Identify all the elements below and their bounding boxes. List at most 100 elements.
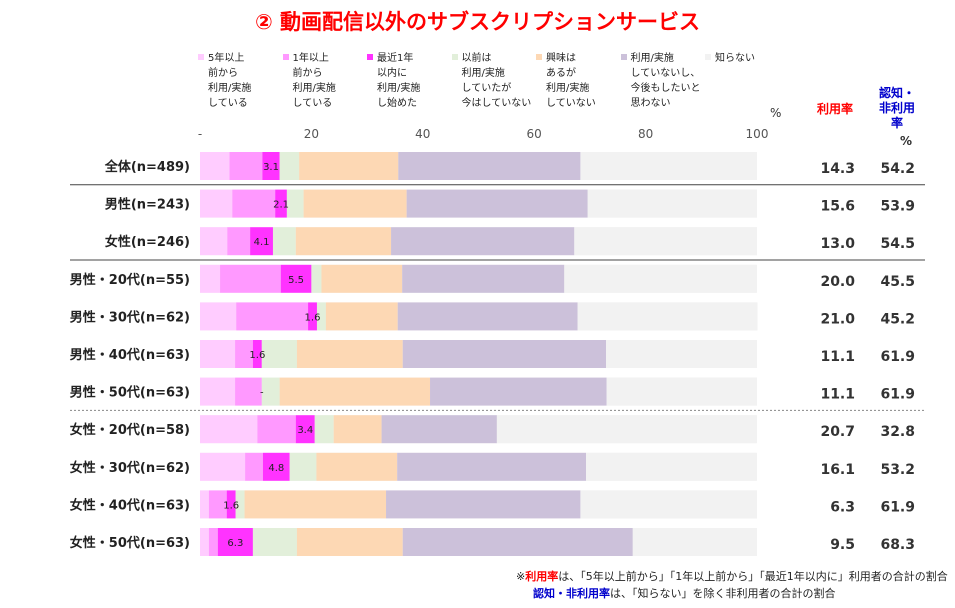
bar-segment	[397, 302, 578, 331]
category-label: 男性・20代(n=55)	[70, 272, 190, 288]
bar-segment	[200, 377, 236, 406]
legend-swatch	[451, 54, 458, 60]
bar-segment	[244, 490, 387, 519]
aware-rate-value: 54.2	[880, 161, 915, 177]
bar-data-label: 2.1	[273, 200, 289, 211]
bar-segment	[200, 152, 230, 180]
category-label: 男性(n=243)	[105, 197, 190, 213]
bar-segment	[252, 340, 262, 368]
bar-segment	[606, 340, 757, 368]
legend-label: 最近1年 以内に 利用/実施 し始めた	[377, 53, 421, 109]
category-label: 男性・50代(n=63)	[70, 385, 190, 401]
legend-label: 知らない	[715, 53, 755, 64]
bar-segment	[220, 264, 281, 293]
bar-segment	[496, 415, 757, 444]
bar-segment	[200, 490, 209, 519]
bar-segment	[402, 264, 565, 293]
footnote-mark: ※	[516, 570, 526, 583]
use-rate-value: 21.0	[820, 311, 855, 327]
use-rate-value: 15.6	[820, 199, 855, 215]
bar-segment	[316, 302, 326, 331]
footnote-aware-rate-text: は、「知らない」を除く非利用者の合計の割合	[610, 587, 836, 600]
legend-label: 1年以上 前から 利用/実施 している	[292, 53, 336, 109]
aware-rate-value: 45.5	[880, 274, 915, 290]
bar-segment	[296, 528, 403, 556]
category-label: 男性・40代(n=63)	[70, 347, 190, 363]
legend-swatch	[367, 54, 373, 60]
legend-label: 5年以上 前から 利用/実施 している	[208, 53, 252, 109]
bar-segment	[606, 377, 757, 406]
bar-segment	[314, 415, 334, 444]
bar-segment	[236, 302, 309, 331]
bar-segment	[406, 189, 588, 218]
bar-data-label: 5.5	[288, 275, 304, 286]
bar-segment	[200, 452, 246, 481]
bar-segment	[303, 189, 407, 218]
bar-data-label: 1.6	[223, 500, 239, 511]
bar-segment	[316, 452, 398, 481]
bar-segment	[200, 264, 221, 293]
aware-rate-value: 61.9	[880, 387, 915, 403]
legend-swatch	[282, 54, 289, 60]
use-rate-value: 11.1	[820, 349, 855, 365]
use-rate-value: 16.1	[820, 462, 855, 478]
bar-segment	[296, 340, 403, 368]
category-label: 女性・50代(n=63)	[70, 535, 190, 551]
bar-segment	[564, 264, 757, 293]
x-tick-label: -	[198, 127, 202, 141]
category-label: 男性・30代(n=62)	[70, 309, 190, 325]
use-rate-value: 20.0	[820, 274, 855, 290]
bar-segment	[262, 152, 280, 180]
bar-segment	[235, 340, 253, 368]
x-tick-label: 40	[415, 127, 430, 141]
bar-segment	[398, 152, 581, 180]
bar-data-label: -	[260, 388, 264, 399]
aware-rate-value: 53.9	[880, 199, 915, 215]
use-rate-header: 利用率	[816, 102, 853, 116]
use-rate-value: 14.3	[820, 161, 855, 177]
legend: 5年以上 前から 利用/実施 している 1年以上 前から 利用/実施 している 最近…	[198, 51, 768, 113]
bar-segment	[235, 490, 245, 519]
category-label: 女性(n=246)	[105, 234, 190, 250]
bar-segment	[200, 528, 209, 556]
bar-segment	[386, 490, 581, 519]
bar-segment	[286, 189, 304, 218]
category-label: 女性・40代(n=63)	[70, 497, 190, 513]
bar-segment	[632, 528, 757, 556]
category-label: 女性・30代(n=62)	[70, 460, 190, 476]
legend-swatch	[620, 54, 627, 60]
bar-segment	[275, 189, 287, 218]
use-rate-value: 11.1	[820, 387, 855, 403]
bar-segment	[586, 452, 757, 481]
footnote-use-rate: ※利用率は、「5年以上前から」「1年以上前から」「最近1年以内に」利用者の合計の…	[516, 568, 948, 584]
bar-data-label: 4.8	[268, 463, 284, 474]
bar-segment	[574, 227, 757, 256]
aware-rate-value: 61.9	[880, 499, 915, 515]
bar-data-label: 3.1	[263, 162, 279, 173]
bar-segment	[333, 415, 382, 444]
bar-segment	[580, 152, 757, 180]
bar-data-label: 6.3	[227, 538, 243, 549]
unit-label-top: %	[770, 106, 782, 120]
bar-segment	[250, 227, 273, 256]
bar-segment	[252, 528, 297, 556]
category-label: 女性・20代(n=58)	[70, 422, 190, 438]
bar-segment	[580, 490, 757, 519]
category-label: 全体(n=489)	[104, 159, 190, 175]
bar-segment	[262, 452, 290, 481]
aware-rate-value: 32.8	[880, 424, 915, 440]
footnote-use-rate-text: は、「5年以上前から」「1年以上前から」「最近1年以内に」利用者の合計の割合	[558, 570, 948, 583]
aware-rate-value: 45.2	[880, 311, 915, 327]
use-rate-value: 6.3	[830, 499, 855, 515]
bar-segment	[391, 227, 575, 256]
bar-segment	[229, 152, 263, 180]
bar-segment	[200, 340, 236, 368]
bar-segment	[208, 490, 227, 519]
bar-segment	[200, 302, 237, 331]
legend-label: 興味は あるが 利用/実施 していない	[546, 53, 596, 109]
bar-segment	[245, 452, 263, 481]
use-rate-value: 9.5	[830, 537, 855, 553]
bar-segment	[261, 340, 297, 368]
aware-rate-header: 認知・ 非利用 率	[878, 86, 915, 130]
